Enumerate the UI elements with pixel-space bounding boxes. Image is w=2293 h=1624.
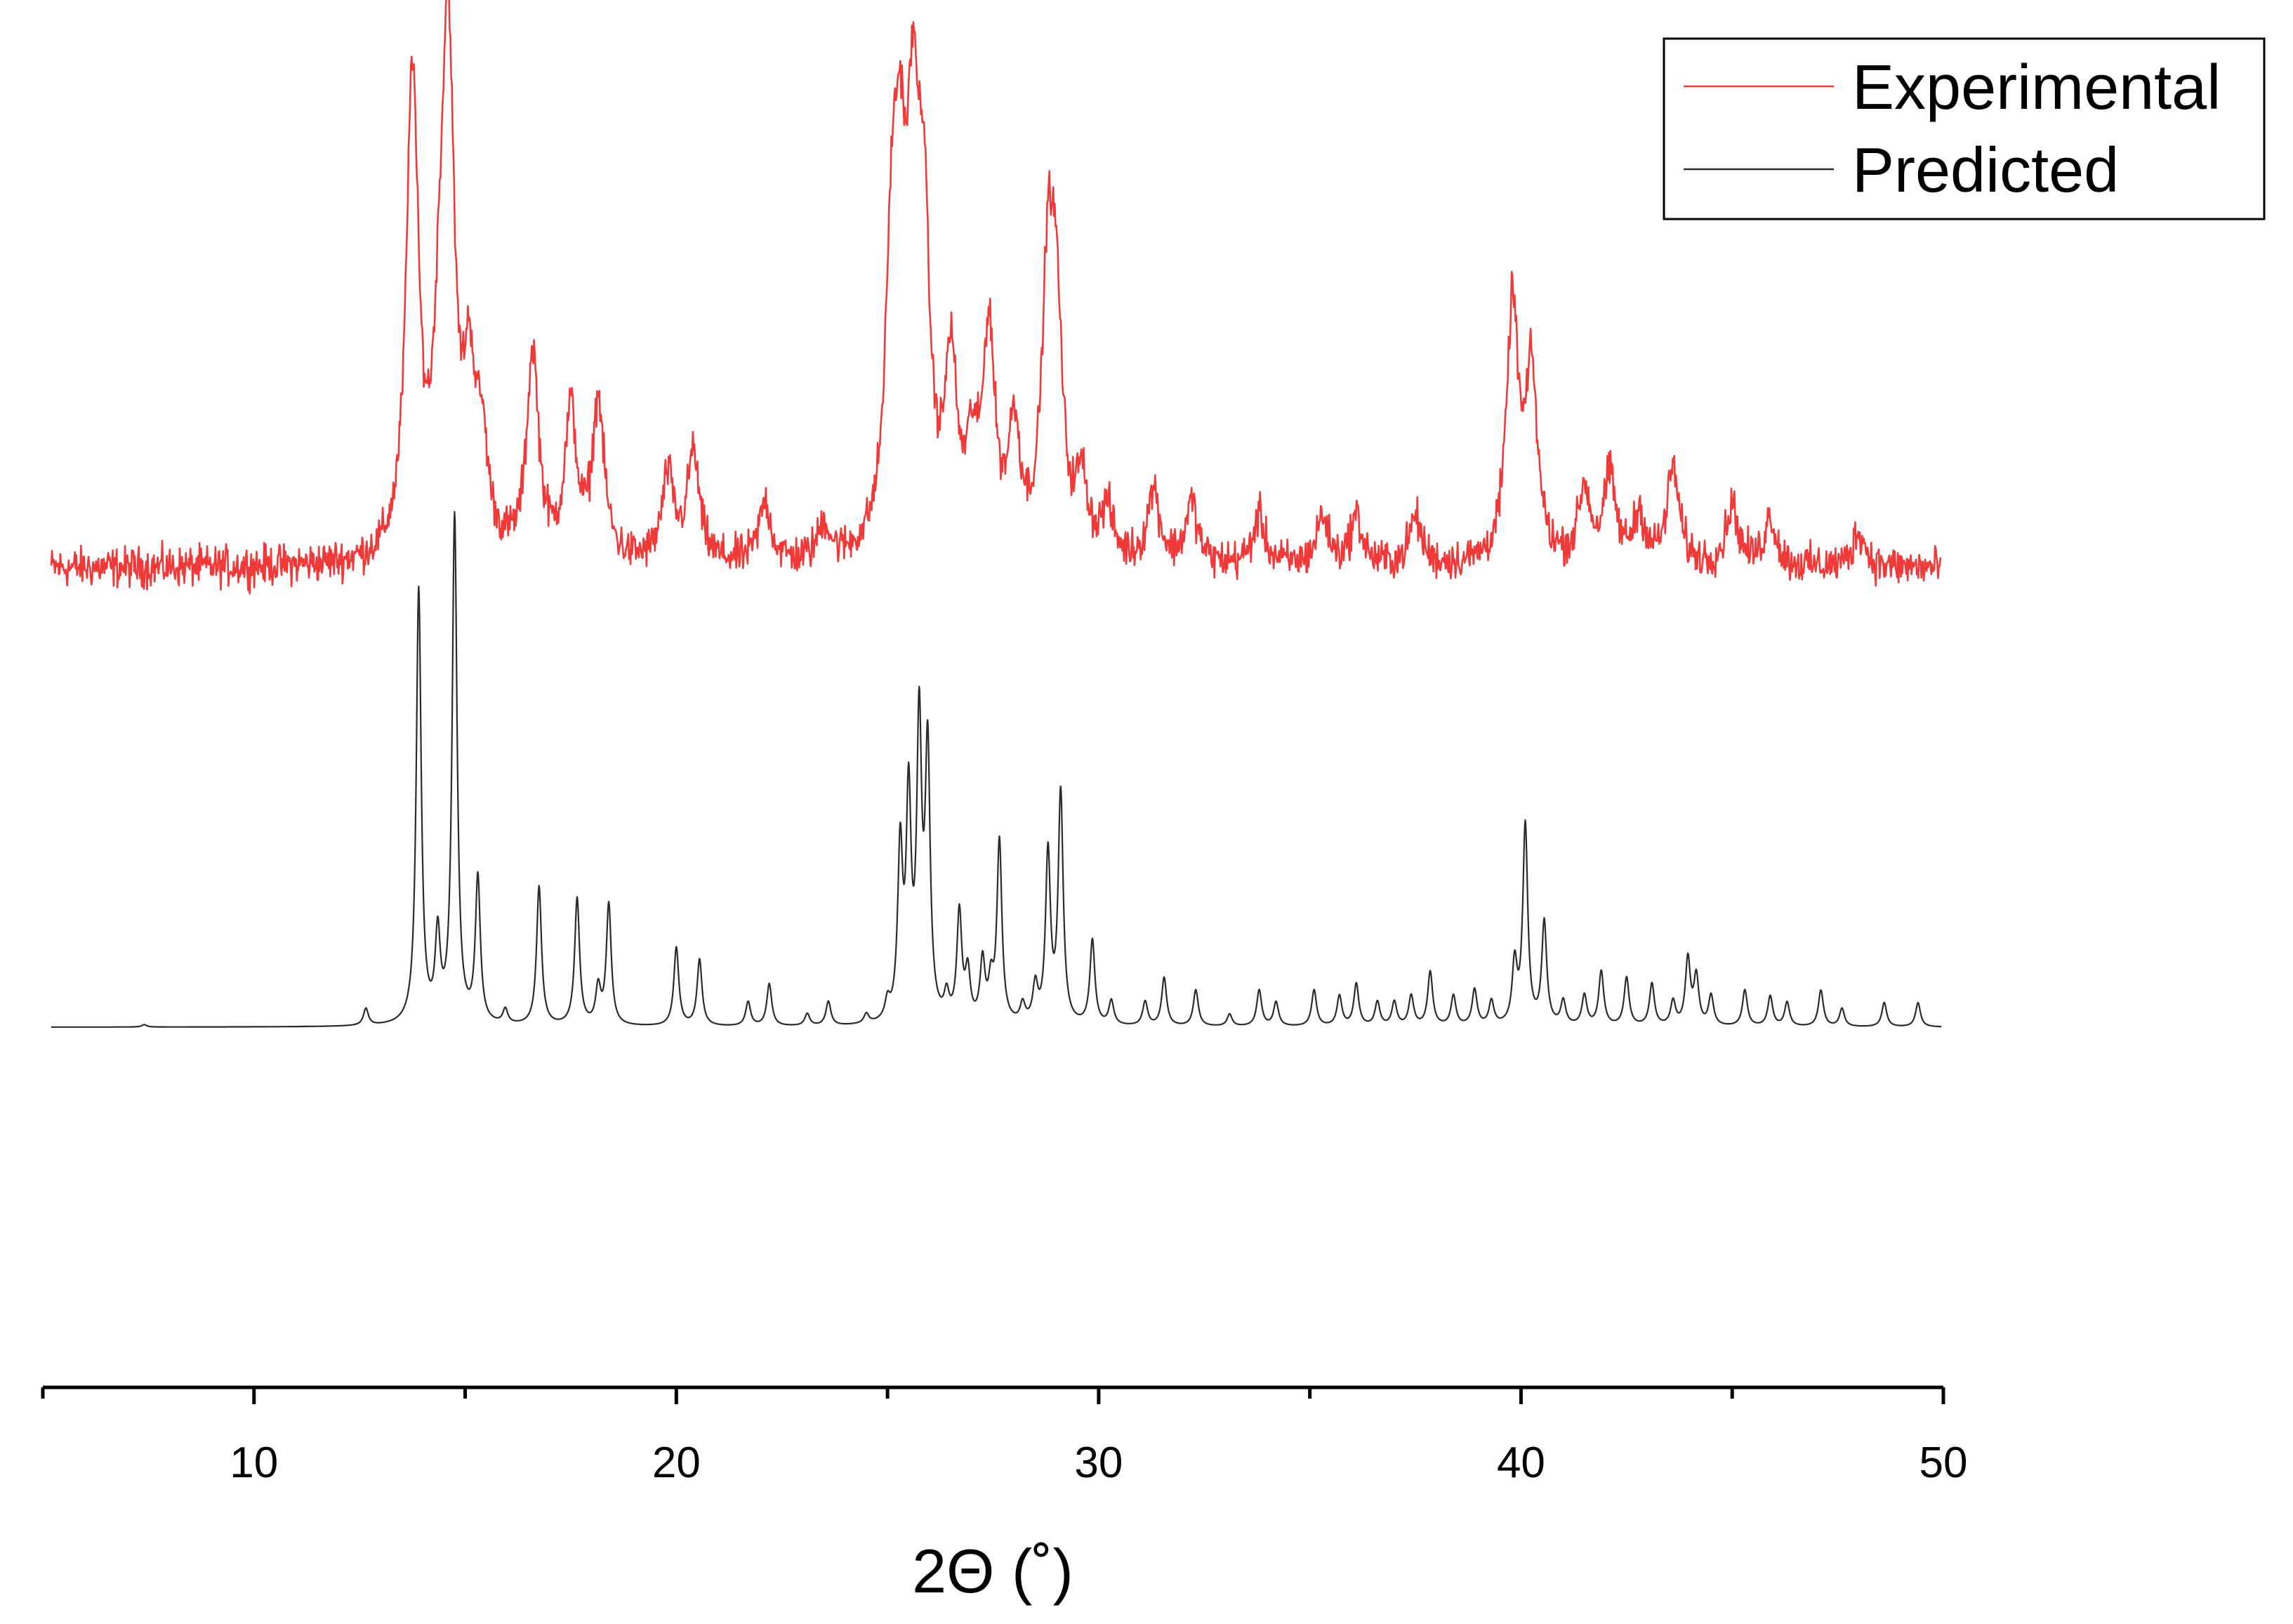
legend-label-predicted: Predicted [1852,136,2119,206]
x-tick-label: 30 [1074,1439,1123,1487]
x-axis: 10 20 30 40 50 2Θ (˚) [41,1385,1968,1606]
legend-box [1663,37,2266,220]
x-tick-label: 40 [1497,1439,1545,1487]
x-tick-label: 50 [1919,1439,1968,1487]
legend: Experimental Predicted [1663,37,2266,220]
legend-label-experimental: Experimental [1852,53,2221,123]
series-line-predicted [51,510,1942,1028]
x-tick-label: 20 [652,1439,701,1487]
x-tick-label: 10 [230,1439,278,1487]
x-axis-title: 2Θ (˚) [912,1536,1073,1606]
legend-items: Experimental Predicted [1684,53,2221,206]
x-axis-ticks: 10 20 30 40 50 [41,1387,1968,1487]
series-line-experimental [50,0,1942,595]
plot-area [50,0,1942,1028]
